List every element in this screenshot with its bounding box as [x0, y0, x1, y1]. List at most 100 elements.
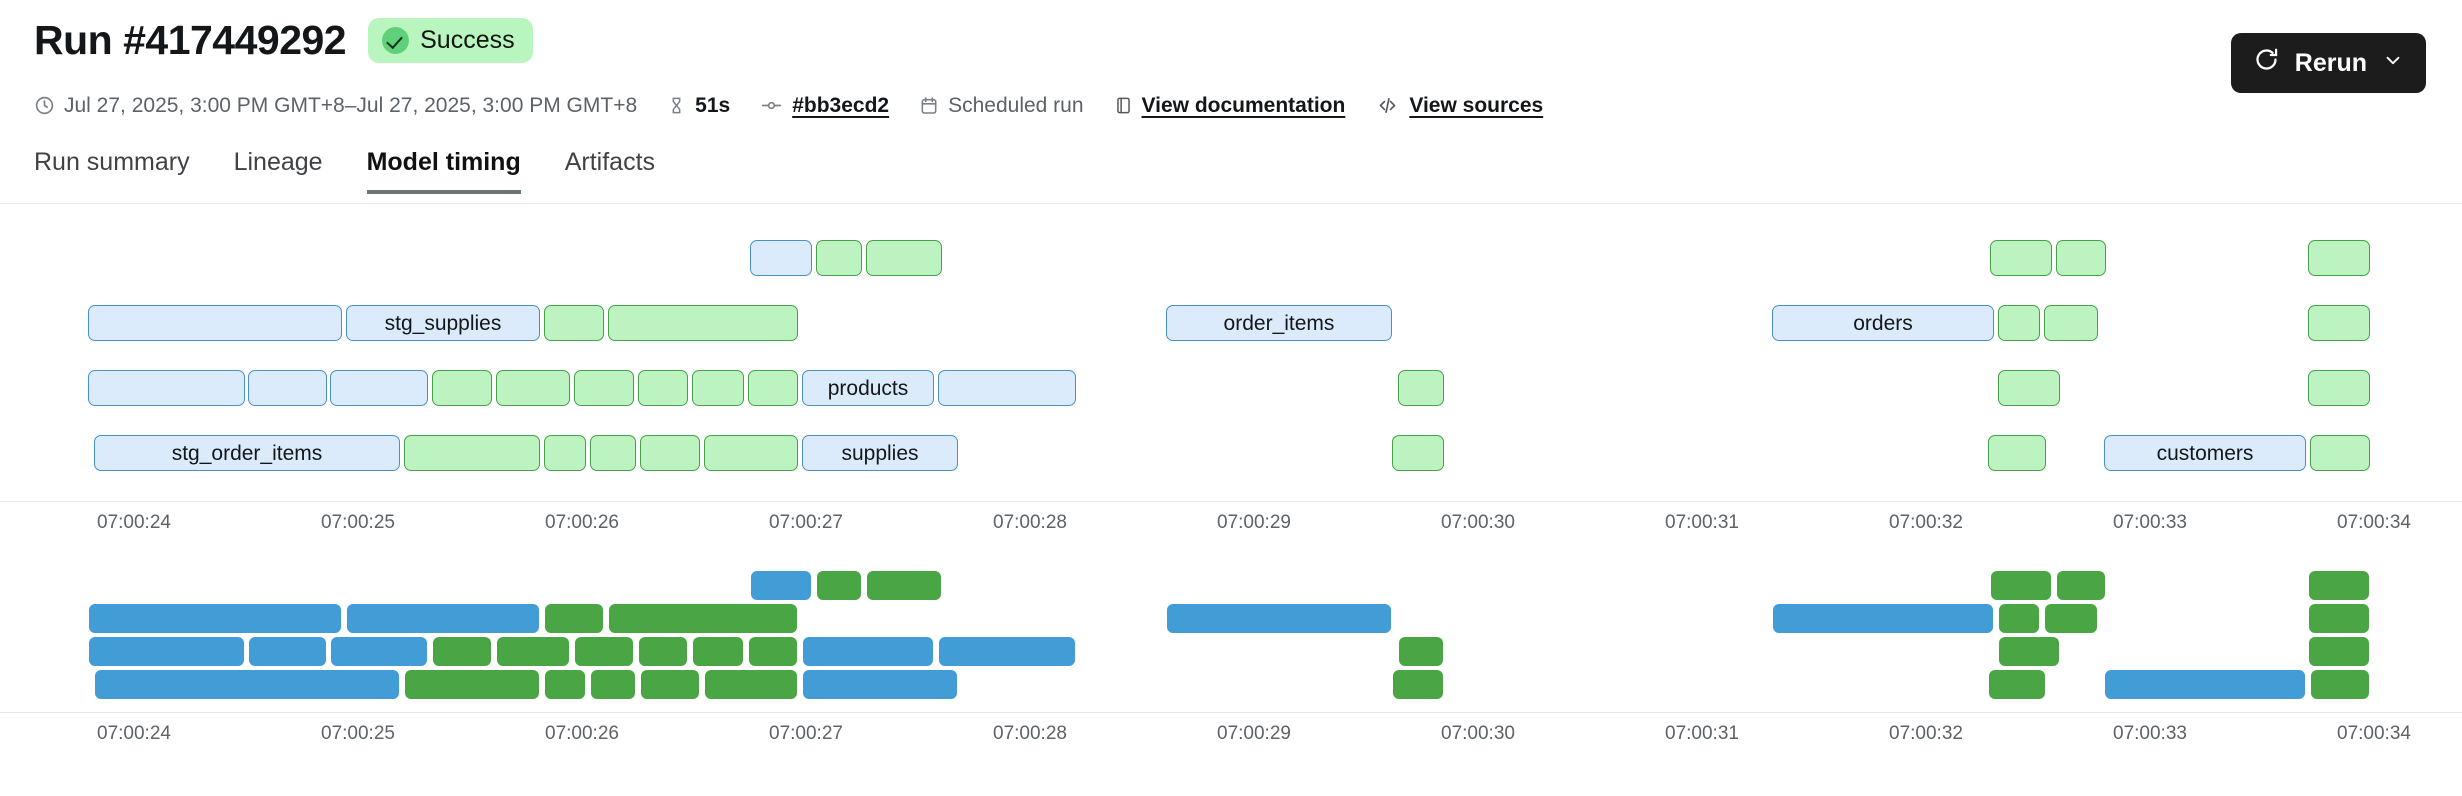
model-bar[interactable] — [2044, 305, 2098, 341]
model-bar[interactable] — [496, 636, 570, 667]
model-bar[interactable] — [2308, 636, 2370, 667]
model-bar[interactable] — [496, 370, 570, 406]
model-bar[interactable] — [1998, 636, 2060, 667]
model-bar[interactable] — [2056, 570, 2106, 601]
model-bar[interactable] — [1772, 603, 1994, 634]
model-bar[interactable] — [638, 636, 688, 667]
model-bar[interactable] — [1392, 435, 1444, 471]
model-bar[interactable] — [404, 669, 540, 700]
model-bar[interactable] — [2310, 669, 2370, 700]
model-bar[interactable] — [2308, 603, 2370, 634]
model-bar-orders[interactable]: orders — [1772, 305, 1994, 341]
model-bar[interactable] — [1988, 435, 2046, 471]
model-bar[interactable] — [544, 669, 586, 700]
model-bar[interactable] — [94, 669, 400, 700]
clock-icon — [34, 95, 55, 116]
tab-model-timing[interactable]: Model timing — [366, 148, 521, 194]
model-bar[interactable] — [2056, 240, 2106, 276]
tab-run-summary[interactable]: Run summary — [34, 148, 190, 176]
model-bar[interactable] — [640, 435, 700, 471]
model-bar[interactable] — [938, 370, 1076, 406]
model-bar[interactable] — [1998, 370, 2060, 406]
model-bar[interactable] — [2308, 240, 2370, 276]
model-bar[interactable] — [866, 240, 942, 276]
model-bar[interactable] — [544, 435, 586, 471]
model-bar[interactable] — [248, 370, 327, 406]
model-bar[interactable] — [748, 636, 798, 667]
chart-plot-area: stg_supplies order_items orders products stg… — [0, 240, 2462, 471]
model-bar[interactable] — [692, 370, 744, 406]
model-bar[interactable] — [638, 370, 688, 406]
model-bar[interactable] — [704, 669, 798, 700]
tab-bar: Run summary Lineage Model timing Artifacts — [34, 148, 655, 194]
model-bar[interactable] — [1990, 570, 2052, 601]
model-bar[interactable] — [574, 370, 634, 406]
model-bar[interactable] — [544, 305, 604, 341]
model-bar[interactable] — [1398, 636, 1444, 667]
model-bar[interactable] — [404, 435, 540, 471]
model-bar-order_items[interactable]: order_items — [1166, 305, 1392, 341]
model-bar[interactable] — [2308, 305, 2370, 341]
model-bar-customers[interactable]: customers — [2104, 435, 2306, 471]
model-bar[interactable] — [1392, 669, 1444, 700]
chart-axis-rule — [0, 501, 2462, 502]
meta-duration-text: 51s — [695, 94, 731, 117]
model-bar[interactable] — [88, 603, 342, 634]
meta-item-duration: 51s — [667, 95, 730, 116]
model-bar[interactable] — [1166, 603, 1392, 634]
model-bar[interactable] — [748, 370, 798, 406]
model-bar[interactable] — [330, 636, 428, 667]
model-bar[interactable] — [802, 669, 958, 700]
model-bar[interactable] — [2310, 435, 2370, 471]
model-bar-label: stg_supplies — [384, 311, 502, 335]
meta-item-view-sources[interactable]: View sources — [1375, 95, 1543, 116]
model-bar-products[interactable]: products — [802, 370, 934, 406]
model-bar[interactable] — [816, 240, 862, 276]
axis-tick-label: 07:00:33 — [2113, 723, 2187, 744]
model-bar[interactable] — [88, 636, 245, 667]
model-bar[interactable] — [544, 603, 604, 634]
model-bar[interactable] — [2308, 370, 2370, 406]
tab-lineage[interactable]: Lineage — [233, 148, 323, 176]
model-bar-stg_order_items[interactable]: stg_order_items — [94, 435, 400, 471]
tab-artifacts[interactable]: Artifacts — [564, 148, 656, 176]
model-bar[interactable] — [704, 435, 798, 471]
model-bar[interactable] — [88, 370, 245, 406]
model-bar[interactable] — [692, 636, 744, 667]
model-bar[interactable] — [866, 570, 942, 601]
rerun-button[interactable]: Rerun — [2230, 33, 2426, 93]
model-bar[interactable] — [88, 305, 342, 341]
model-bar[interactable] — [802, 636, 934, 667]
meta-item-commit[interactable]: #bb3ecd2 — [760, 95, 889, 116]
model-bar[interactable] — [432, 636, 492, 667]
model-bar[interactable] — [2308, 570, 2370, 601]
model-bar[interactable] — [2044, 603, 2098, 634]
model-bar[interactable] — [346, 603, 540, 634]
model-bar[interactable] — [1398, 370, 1444, 406]
model-bar[interactable] — [432, 370, 492, 406]
model-bar[interactable] — [1998, 603, 2040, 634]
model-bar[interactable] — [640, 669, 700, 700]
model-bar[interactable] — [750, 240, 812, 276]
meta-item-view-documentation[interactable]: View documentation — [1114, 95, 1345, 116]
model-bar[interactable] — [2104, 669, 2306, 700]
model-bar[interactable] — [574, 636, 634, 667]
model-bar[interactable] — [608, 305, 798, 341]
model-bar[interactable] — [750, 570, 812, 601]
model-bar[interactable] — [590, 435, 636, 471]
chevron-down-icon[interactable] — [2382, 49, 2404, 78]
model-bar[interactable] — [608, 603, 798, 634]
model-bar[interactable] — [938, 636, 1076, 667]
model-bar[interactable] — [248, 636, 327, 667]
model-bar[interactable] — [590, 669, 636, 700]
model-bar[interactable] — [1988, 669, 2046, 700]
model-bar[interactable] — [816, 570, 862, 601]
model-bar-supplies[interactable]: supplies — [802, 435, 958, 471]
model-bar-stg_supplies[interactable]: stg_supplies — [346, 305, 540, 341]
model-bar[interactable] — [1990, 240, 2052, 276]
model-bar-label: order_items — [1223, 311, 1335, 335]
axis-tick-label: 07:00:29 — [1217, 723, 1291, 744]
model-bar[interactable] — [1998, 305, 2040, 341]
model-bar[interactable] — [330, 370, 428, 406]
